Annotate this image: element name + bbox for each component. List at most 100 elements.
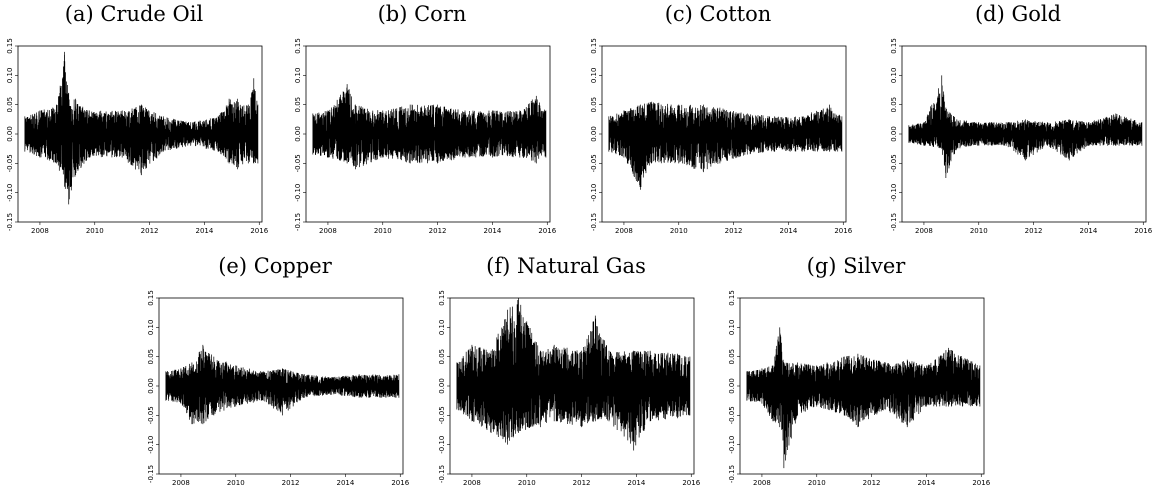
x-tick-label: 2012 — [141, 227, 159, 235]
y-tick-label: -0.05 — [728, 406, 736, 424]
series-line — [746, 327, 981, 469]
panel-title: (a) Crude Oil — [64, 2, 204, 26]
y-tick-label: -0.15 — [147, 465, 155, 483]
x-tick-label: 2016 — [834, 227, 852, 235]
x-tick-label: 2010 — [86, 227, 104, 235]
y-tick-label: -0.15 — [294, 213, 302, 231]
chart-corn: 0.15 0.10 0.05 0.00 -0.05 -0.10 -0.15 2008 2010 2… — [294, 38, 557, 235]
x-tick-label: 2012 — [282, 479, 300, 487]
panel-crude-oil: (a) Crude Oil 0.15 0.10 0.05 0.00 -0.05 -0.10… — [0, 2, 269, 235]
x-tick-label: 2014 — [196, 227, 214, 235]
x-tick-label: 2008 — [915, 227, 933, 235]
y-tick-label: 0.15 — [438, 290, 446, 306]
panel-title: (g) Silver — [806, 254, 906, 278]
y-tick-label: 0.00 — [728, 378, 736, 394]
y-tick-label: 0.10 — [294, 68, 302, 84]
panel-natural-gas: (f) Natural Gas 0.15 0.10 0.05 0.00 -0.05 -0.… — [432, 254, 701, 490]
x-tick-label: 2008 — [463, 479, 481, 487]
x-tick-label: 2008 — [319, 227, 337, 235]
x-tick-label: 2008 — [615, 227, 633, 235]
y-tick-label: -0.05 — [438, 406, 446, 424]
chart-cotton: 0.15 0.10 0.05 0.00 -0.05 -0.10 -0.15 2008 2010 2… — [590, 38, 853, 235]
y-tick-label: -0.15 — [890, 213, 898, 231]
series-line — [312, 84, 547, 170]
series-line — [908, 75, 1143, 178]
series-line — [608, 101, 843, 190]
y-tick-label: 0.05 — [590, 97, 598, 113]
x-tick-label: 2012 — [573, 479, 591, 487]
y-tick-label: 0.05 — [6, 97, 14, 113]
y-tick-label: -0.05 — [890, 154, 898, 172]
y-tick-label: -0.15 — [728, 465, 736, 483]
series-line — [456, 298, 691, 451]
panel-title: (f) Natural Gas — [486, 254, 646, 278]
x-tick-label: 2010 — [518, 479, 536, 487]
y-tick-label: 0.15 — [590, 38, 598, 54]
x-tick-label: 2014 — [484, 227, 502, 235]
chart-copper: 0.15 0.10 0.05 0.00 -0.05 -0.10 -0.15 2008 2010 2… — [147, 290, 410, 487]
y-tick-label: -0.15 — [438, 465, 446, 483]
x-tick-label: 2010 — [808, 479, 826, 487]
x-tick-label: 2014 — [337, 479, 355, 487]
chart-silver: 0.15 0.10 0.05 0.00 -0.05 -0.10 -0.15 2008 2010 2… — [728, 290, 991, 487]
x-tick-label: 2016 — [391, 479, 409, 487]
y-tick-label: 0.10 — [728, 320, 736, 336]
y-tick-label: -0.10 — [6, 184, 14, 202]
x-tick-label: 2008 — [172, 479, 190, 487]
panel-title: (d) Gold — [974, 2, 1062, 26]
y-tick-label: -0.05 — [147, 406, 155, 424]
y-tick-label: 0.15 — [6, 38, 14, 54]
y-tick-label: 0.15 — [294, 38, 302, 54]
x-tick-label: 2014 — [628, 479, 646, 487]
y-tick-label: 0.05 — [890, 97, 898, 113]
chart-natural-gas: 0.15 0.10 0.05 0.00 -0.05 -0.10 -0.15 2008 2010 2… — [438, 290, 701, 487]
panel-silver: (g) Silver 0.15 0.10 0.05 0.00 -0.05 -0.10 -0.… — [722, 254, 991, 490]
chart-crude-oil: 0.15 0.10 0.05 0.00 -0.05 -0.10 -0.15 2008 2010 2… — [6, 38, 269, 235]
y-tick-label: -0.15 — [590, 213, 598, 231]
y-tick-label: 0.00 — [6, 126, 14, 142]
series-line — [165, 344, 400, 425]
panel-title: (e) Copper — [218, 254, 332, 278]
series-line — [24, 51, 259, 205]
y-tick-label: -0.15 — [6, 213, 14, 231]
y-tick-label: 0.10 — [147, 320, 155, 336]
x-tick-label: 2008 — [31, 227, 49, 235]
chart-gold: 0.15 0.10 0.05 0.00 -0.05 -0.10 -0.15 2008 2010 2… — [890, 38, 1153, 235]
y-tick-label: -0.10 — [890, 184, 898, 202]
y-tick-label: 0.10 — [590, 68, 598, 84]
x-tick-label: 2014 — [1080, 227, 1098, 235]
y-tick-label: 0.05 — [438, 349, 446, 365]
x-tick-label: 2008 — [753, 479, 771, 487]
panel-gold: (d) Gold 0.15 0.10 0.05 0.00 -0.05 -0.10 -0.15… — [884, 2, 1153, 235]
x-tick-label: 2010 — [670, 227, 688, 235]
panel-title: (c) Cotton — [664, 2, 772, 26]
y-tick-label: -0.10 — [147, 436, 155, 454]
x-tick-label: 2012 — [863, 479, 881, 487]
x-tick-label: 2016 — [682, 479, 700, 487]
y-tick-label: 0.10 — [438, 320, 446, 336]
x-tick-label: 2012 — [429, 227, 447, 235]
y-tick-label: 0.05 — [147, 349, 155, 365]
y-tick-label: -0.05 — [590, 154, 598, 172]
y-tick-label: 0.05 — [728, 349, 736, 365]
x-tick-label: 2010 — [374, 227, 392, 235]
x-tick-label: 2010 — [970, 227, 988, 235]
x-tick-label: 2010 — [227, 479, 245, 487]
panel-title: (b) Corn — [377, 2, 467, 26]
y-tick-label: -0.10 — [438, 436, 446, 454]
y-tick-label: 0.05 — [294, 97, 302, 113]
y-tick-label: 0.00 — [890, 126, 898, 142]
y-tick-label: -0.10 — [590, 184, 598, 202]
y-tick-label: 0.00 — [590, 126, 598, 142]
x-tick-label: 2016 — [538, 227, 556, 235]
x-tick-label: 2014 — [780, 227, 798, 235]
y-tick-label: 0.00 — [294, 126, 302, 142]
y-tick-label: -0.05 — [294, 154, 302, 172]
y-tick-label: 0.15 — [728, 290, 736, 306]
x-tick-label: 2016 — [250, 227, 268, 235]
panel-corn: (b) Corn 0.15 0.10 0.05 0.00 -0.05 -0.10 -0.15… — [288, 2, 557, 235]
x-tick-label: 2012 — [725, 227, 743, 235]
y-tick-label: 0.15 — [147, 290, 155, 306]
panel-cotton: (c) Cotton 0.15 0.10 0.05 0.00 -0.05 -0.10 -0.… — [584, 2, 853, 235]
y-tick-label: 0.00 — [147, 378, 155, 394]
